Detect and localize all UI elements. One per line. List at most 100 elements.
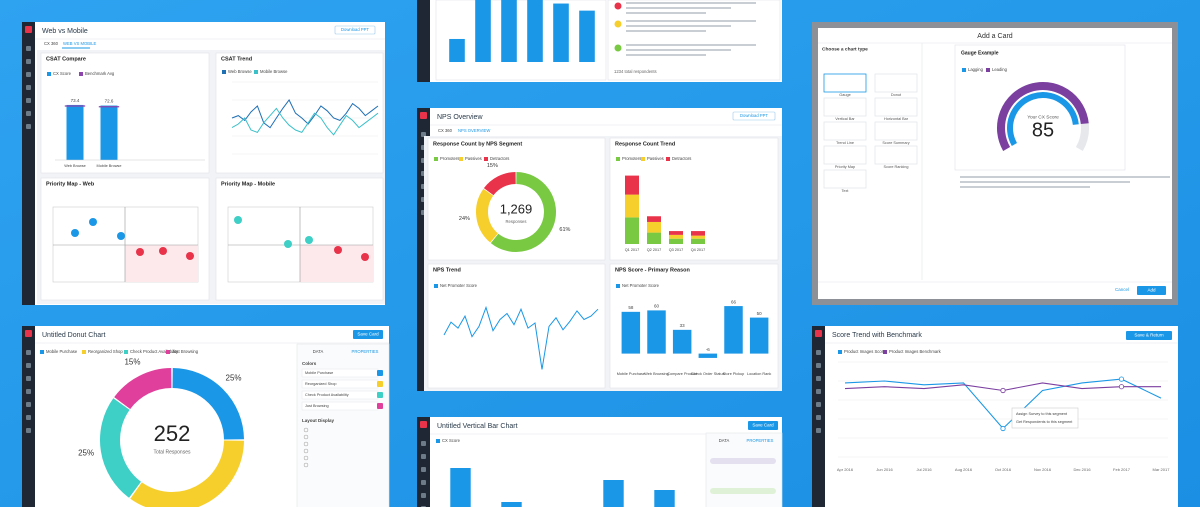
legend-label: Product Images Benchmark [889, 349, 942, 354]
save-button-label[interactable]: Save Card [752, 423, 774, 428]
tooltip-item[interactable]: Get Respondents to this segment [1016, 420, 1073, 424]
bar-value: 73.4 [71, 98, 80, 103]
logo [420, 421, 427, 428]
tab[interactable]: DATA [719, 438, 730, 443]
chart-type-label[interactable]: Text [842, 189, 850, 193]
sidebar [417, 0, 430, 82]
nav-icon [816, 376, 821, 381]
chart-type-tile [874, 145, 918, 165]
nav-icon [816, 415, 821, 420]
bar-value: 72.6 [105, 99, 114, 104]
donut-caption: Total Responses [154, 449, 191, 455]
priority-dot [334, 246, 342, 254]
bar [450, 468, 471, 507]
preview-card [954, 44, 1126, 171]
nav-icon [816, 389, 821, 394]
chart-type-label[interactable]: Trend Line [836, 141, 854, 145]
tab[interactable]: PROPERTIES [747, 438, 774, 443]
x-tick-label: Mobile Browse [97, 164, 122, 168]
bar [698, 353, 718, 358]
card-title: Gauge Example [961, 50, 999, 56]
tab[interactable]: CX 360 [44, 41, 59, 46]
card-title: Response Count by NPS Segment [433, 141, 522, 147]
priority-dot [117, 232, 125, 240]
nav-icon [26, 428, 31, 433]
chart-type-tile [823, 97, 867, 117]
download-button[interactable]: Download PPT [341, 27, 369, 32]
x-tick-label: Feb 2017 [1113, 467, 1131, 472]
x-tick-label: Q1 2017 [625, 248, 640, 252]
line [443, 305, 599, 370]
comment-line [626, 2, 756, 4]
donut-segment [483, 172, 517, 196]
color-swatch [377, 392, 383, 398]
gauge-caption: Your CX Score [1027, 114, 1059, 120]
line [231, 99, 379, 129]
window-title: Untitled Vertical Bar Chart [437, 423, 518, 430]
chart-type-tile [874, 121, 918, 141]
card [427, 137, 606, 261]
chart-type-label[interactable]: Vertical Bar [835, 117, 855, 121]
window-title: NPS Overview [437, 114, 483, 121]
nav-icon [421, 454, 426, 459]
tooltip-item[interactable]: Assign Survey to this segment [1016, 412, 1068, 416]
chart-type-label[interactable]: Horizontal Bar [884, 117, 909, 121]
donut-segment [490, 172, 556, 252]
color-row-label: Mobile Purchase [305, 371, 333, 375]
point [1118, 384, 1125, 390]
color-row-label: Check Product Availability [305, 393, 349, 397]
chart-type-label[interactable]: Donut [891, 93, 902, 97]
x-tick-label: Compare Product [667, 372, 698, 376]
bar [749, 317, 769, 354]
line [231, 107, 379, 136]
card [215, 52, 384, 174]
chart-type-label[interactable]: Score Ranking [884, 165, 909, 169]
legend-label: Just Browsing [172, 349, 199, 354]
add-button [1137, 286, 1166, 295]
x-tick-label: Q4 2017 [691, 248, 706, 252]
x-tick-label: Web Browse [64, 164, 85, 168]
legend-label: CX Score [53, 71, 72, 76]
legend-label: Detractors [672, 156, 691, 161]
x-tick-label: Mobile Purchase [617, 372, 645, 376]
legend-swatch [616, 284, 620, 288]
legend-swatch [166, 350, 170, 354]
priority-dot [234, 216, 242, 224]
window-title: Score Trend with Benchmark [832, 332, 922, 339]
comment-line [626, 12, 706, 14]
cancel-button[interactable]: Cancel [1115, 287, 1129, 292]
avatar [614, 20, 622, 28]
chart-type-label[interactable]: Gauge [839, 93, 850, 97]
add-button-label[interactable]: Add [1147, 288, 1156, 293]
sidebar [417, 417, 430, 507]
bar [553, 3, 569, 62]
nav-icon [26, 415, 31, 420]
tab[interactable]: PROPERTIES [352, 349, 379, 354]
save-button-label[interactable]: Save Card [357, 332, 379, 337]
download-button[interactable]: Download PPT [740, 113, 768, 118]
data-pill [710, 488, 776, 494]
tab[interactable]: CX 360 [438, 128, 453, 133]
legend-swatch [47, 72, 51, 76]
chart-type-tile [874, 73, 918, 93]
stacked-bar [625, 175, 639, 195]
bar [501, 502, 522, 507]
logo [815, 330, 822, 337]
tab[interactable]: DATA [313, 349, 324, 354]
bar-value: 66 [731, 299, 737, 304]
tab[interactable]: WEB VS MOBILE [63, 41, 96, 46]
color-swatch [377, 370, 383, 376]
gauge-inner [1007, 92, 1079, 146]
nav-icon [421, 493, 426, 498]
save-button-label[interactable]: Save & Return [1134, 333, 1164, 338]
bar-value: 50 [757, 311, 763, 316]
card [427, 263, 606, 389]
slice-label: 25% [226, 374, 242, 383]
chart-type-label[interactable]: Score Summary [882, 141, 909, 145]
chart-type-label[interactable]: Priority Map [835, 165, 855, 169]
tab[interactable]: NPS OVERVIEW [458, 128, 490, 133]
comment-line [626, 30, 706, 32]
priority-dot [186, 252, 194, 260]
legend-swatch [40, 350, 44, 354]
